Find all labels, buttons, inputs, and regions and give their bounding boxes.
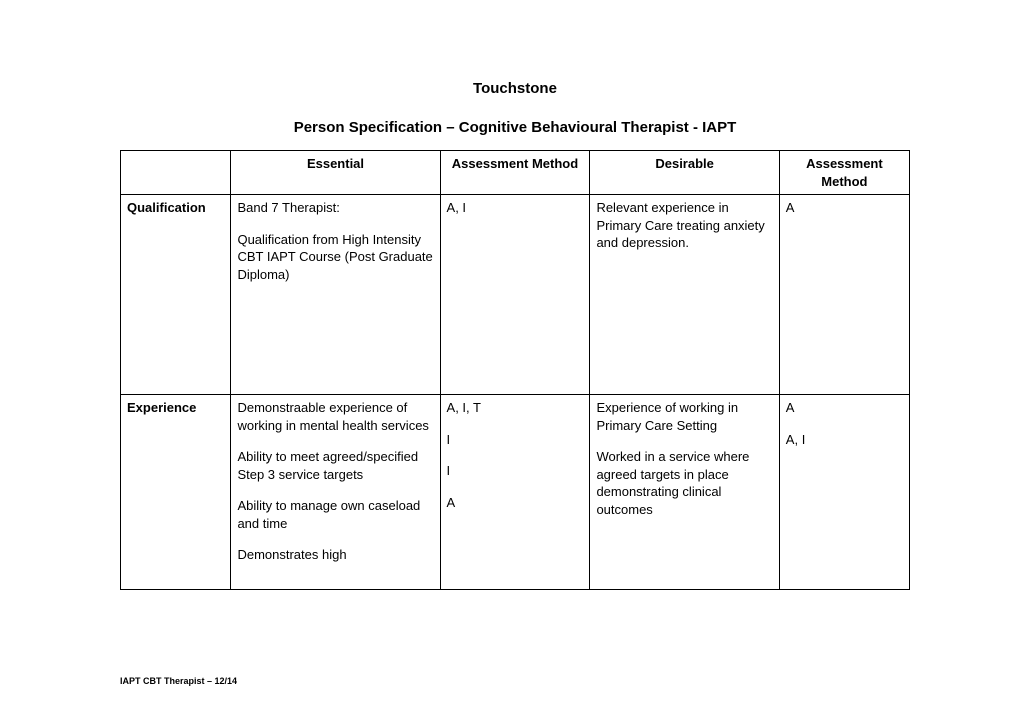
- cell-desirable: Experience of working in Primary Care Se…: [590, 395, 779, 590]
- cell-text: Experience of working in Primary Care Se…: [596, 399, 772, 434]
- header-blank: [121, 151, 231, 195]
- specification-table: Essential Assessment Method Desirable As…: [120, 150, 910, 590]
- table-row: Experience Demonstraable experience of w…: [121, 395, 910, 590]
- page-footer: IAPT CBT Therapist – 12/14: [120, 676, 237, 686]
- cell-text: Band 7 Therapist:: [237, 199, 433, 217]
- page-subtitle: Person Specification – Cognitive Behavio…: [120, 119, 910, 136]
- cell-text: A, I: [786, 431, 903, 449]
- cell-text: Demonstrates high: [237, 546, 433, 564]
- cell-text: Relevant experience in Primary Care trea…: [596, 199, 772, 252]
- header-desirable: Desirable: [590, 151, 779, 195]
- cell-text: Worked in a service where agreed targets…: [596, 448, 772, 518]
- table-header-row: Essential Assessment Method Desirable As…: [121, 151, 910, 195]
- cell-text: I: [447, 462, 584, 480]
- cell-assessment-2: A A, I: [779, 395, 909, 590]
- page: Touchstone Person Specification – Cognit…: [0, 0, 1020, 720]
- row-label-experience: Experience: [121, 395, 231, 590]
- row-label-qualification: Qualification: [121, 195, 231, 395]
- page-title: Touchstone: [120, 80, 910, 97]
- cell-assessment-1: A, I, T I I A: [440, 395, 590, 590]
- cell-text: A: [786, 399, 903, 417]
- header-assessment-1: Assessment Method: [440, 151, 590, 195]
- cell-essential: Demonstraable experience of working in m…: [231, 395, 440, 590]
- cell-assessment-2: A: [779, 195, 909, 395]
- table-row: Qualification Band 7 Therapist: Qualific…: [121, 195, 910, 395]
- cell-text: Ability to meet agreed/specified Step 3 …: [237, 448, 433, 483]
- cell-text: Demonstraable experience of working in m…: [237, 399, 433, 434]
- cell-assessment-1: A, I: [440, 195, 590, 395]
- cell-text: A: [786, 199, 903, 217]
- cell-desirable: Relevant experience in Primary Care trea…: [590, 195, 779, 395]
- header-assessment-2: Assessment Method: [779, 151, 909, 195]
- cell-text: I: [447, 431, 584, 449]
- cell-text: A: [447, 494, 584, 512]
- cell-text: A, I: [447, 199, 584, 217]
- cell-text: A, I, T: [447, 399, 584, 417]
- cell-text: Qualification from High Intensity CBT IA…: [237, 231, 433, 284]
- cell-text: Ability to manage own caseload and time: [237, 497, 433, 532]
- cell-essential: Band 7 Therapist: Qualification from Hig…: [231, 195, 440, 395]
- header-essential: Essential: [231, 151, 440, 195]
